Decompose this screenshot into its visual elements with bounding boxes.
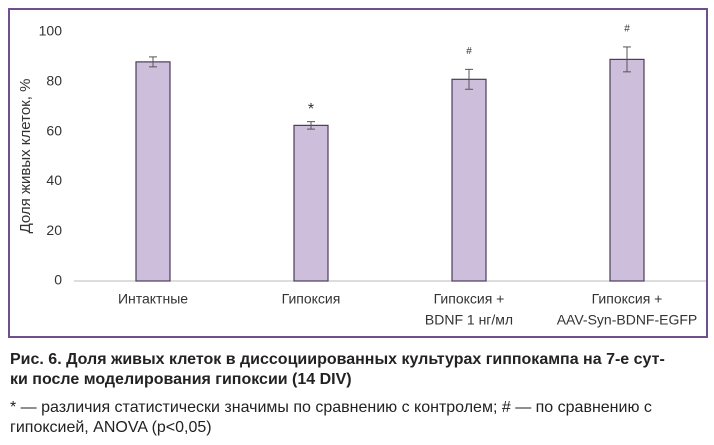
- x-tick-label: AAV-Syn-BDNF-EGFP: [557, 312, 698, 328]
- y-tick-label: 60: [46, 122, 62, 138]
- y-tick-label: 80: [46, 73, 62, 89]
- annotation: #: [466, 46, 472, 57]
- annotation: #: [624, 24, 630, 35]
- y-tick-label: 100: [39, 23, 63, 39]
- annotation: *: [308, 101, 314, 118]
- y-tick-label: 0: [54, 272, 62, 288]
- chart: Доля живых клеток, % 0 20 40 60 80 100 Интактн…: [8, 8, 708, 338]
- bar: [293, 124, 329, 282]
- caption-line: * — различия статистически значимы по ср…: [10, 399, 652, 416]
- caption-line: Рис. 6. Доля живых клеток в диссоциирова…: [10, 351, 665, 368]
- y-tick-label: 20: [46, 222, 62, 238]
- caption-title: Рис. 6. Доля живых клеток в диссоциирова…: [10, 350, 665, 390]
- caption-line: гипоксией, ANOVA (p<0,05): [10, 419, 212, 436]
- x-tick-label: Гипоксия +: [592, 291, 663, 307]
- y-tick-label: 40: [46, 172, 62, 188]
- bar: [451, 78, 487, 282]
- bar: [135, 61, 171, 282]
- x-tick-label: BDNF 1 нг/мл: [425, 312, 513, 328]
- caption-line: ки после моделирования гипоксии (14 DIV): [10, 371, 352, 388]
- caption-note: * — различия статистически значимы по ср…: [10, 398, 652, 438]
- x-tick-label: Интактные: [118, 291, 188, 307]
- bar: [609, 58, 645, 282]
- y-axis-label: Доля живых клеток, %: [17, 79, 34, 234]
- chart-frame: [8, 8, 708, 338]
- x-tick-label: Гипоксия: [282, 291, 341, 307]
- x-tick-label: Гипоксия +: [434, 291, 505, 307]
